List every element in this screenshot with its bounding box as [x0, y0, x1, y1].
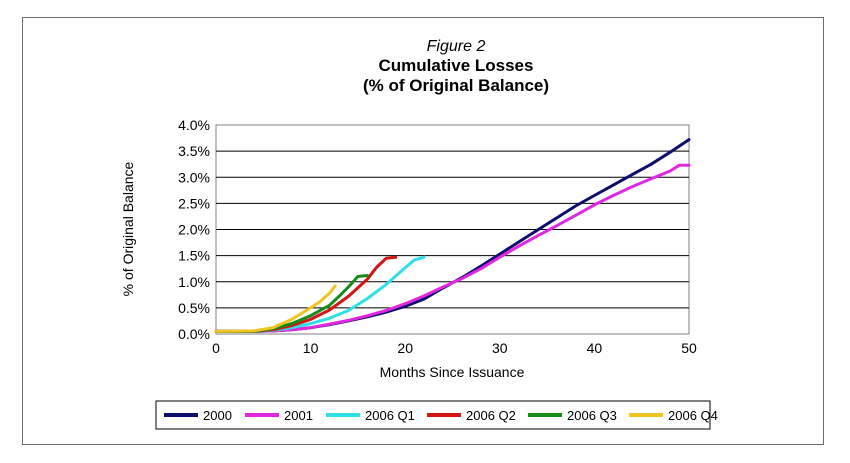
y-tick-label: 3.5%: [178, 143, 210, 159]
chart-frame: Figure 2 Cumulative Losses (% of Origina…: [22, 17, 824, 445]
y-tick-label: 1.5%: [178, 248, 210, 264]
x-tick-label: 0: [212, 340, 220, 356]
y-tick-label: 3.0%: [178, 169, 210, 185]
x-axis-title: Months Since Issuance: [380, 364, 525, 380]
series-line-2006-q4: [214, 284, 337, 333]
y-tick-label: 2.0%: [178, 222, 210, 238]
y-axis-title: % of Original Balance: [120, 161, 136, 296]
series-line-2001: [214, 163, 691, 333]
chart-subtitle: (% of Original Balance): [363, 76, 549, 95]
legend-label: 2006 Q4: [668, 408, 718, 423]
figure-label: Figure 2: [427, 38, 486, 55]
y-tick-label: 1.0%: [178, 274, 210, 290]
x-tick-label: 30: [492, 340, 508, 356]
y-tick-label: 2.5%: [178, 195, 210, 211]
y-tick-label: 4.0%: [178, 117, 210, 133]
legend-label: 2001: [284, 408, 313, 423]
x-tick-label: 50: [681, 340, 697, 356]
y-tick-label: 0.0%: [178, 326, 210, 342]
chart-svg: Figure 2 Cumulative Losses (% of Origina…: [120, 38, 718, 430]
legend-label: 2006 Q1: [365, 408, 415, 423]
legend-label: 2006 Q3: [567, 408, 617, 423]
x-tick-label: 40: [587, 340, 603, 356]
legend-label: 2000: [203, 408, 232, 423]
x-tick-label: 10: [303, 340, 319, 356]
x-tick-label: 20: [397, 340, 413, 356]
chart-title: Cumulative Losses: [379, 56, 534, 75]
legend-label: 2006 Q2: [466, 408, 516, 423]
y-tick-label: 0.5%: [178, 300, 210, 316]
